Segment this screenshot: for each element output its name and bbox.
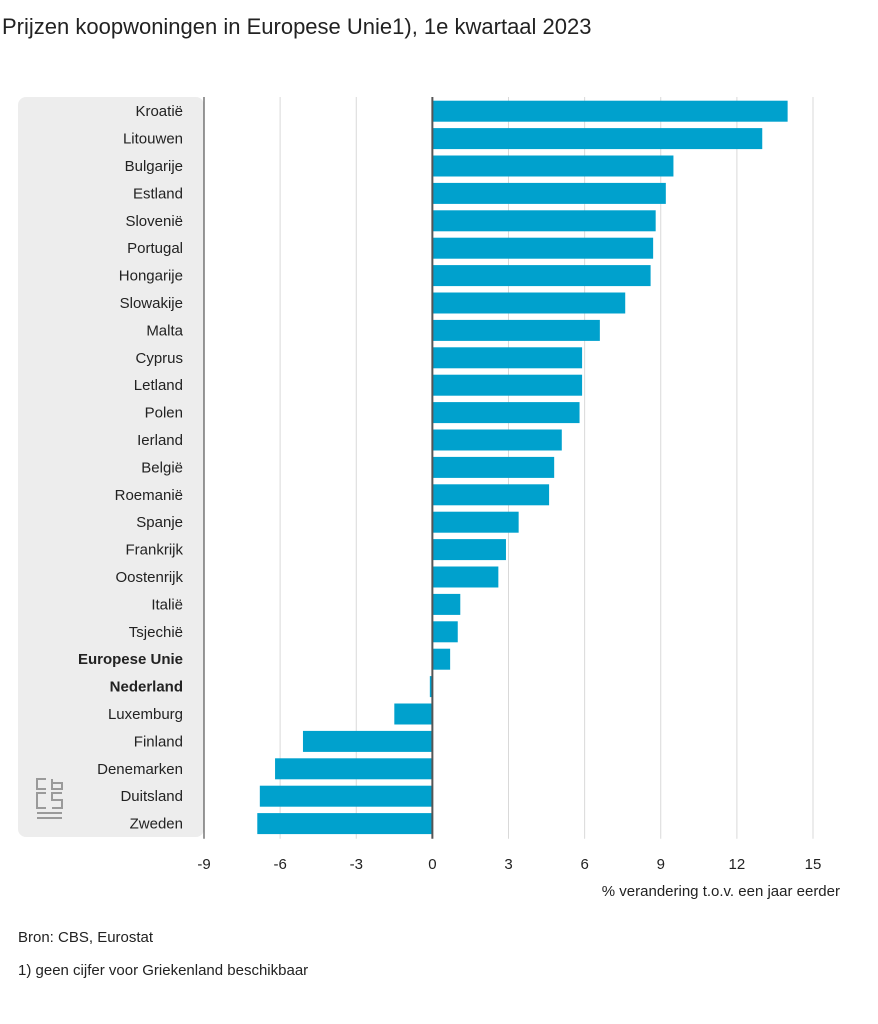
footnote: 1) geen cijfer voor Griekenland beschikb… — [18, 962, 309, 979]
category-label: Portugal — [127, 240, 183, 257]
bar — [432, 319, 600, 341]
bars — [257, 100, 788, 835]
category-label: Estland — [133, 185, 183, 202]
category-label: Duitsland — [120, 788, 183, 805]
bar — [432, 347, 583, 369]
cbs-logo-icon — [36, 778, 63, 819]
category-label: Slowakije — [120, 295, 183, 312]
bar — [432, 648, 451, 670]
bar — [432, 210, 656, 232]
bar — [259, 785, 433, 807]
bar — [432, 429, 562, 451]
category-label: Tsjechië — [129, 624, 183, 641]
bar — [432, 265, 651, 287]
category-label: Hongarije — [119, 268, 183, 285]
bar — [432, 621, 458, 643]
category-label: Europese Unie — [78, 651, 183, 668]
bar — [432, 374, 583, 396]
category-label: Polen — [145, 405, 183, 422]
x-tick-label: 15 — [805, 856, 822, 873]
chart-title: Prijzen koopwoningen in Europese Unie1),… — [2, 14, 592, 39]
bar — [432, 539, 506, 561]
bar — [432, 237, 654, 259]
category-label: Bulgarije — [125, 158, 183, 175]
bar — [275, 758, 433, 780]
category-label: België — [141, 459, 183, 476]
x-tick-label: 3 — [504, 856, 512, 873]
x-tick-label: 0 — [428, 856, 436, 873]
x-tick-label: 9 — [657, 856, 665, 873]
category-label: Malta — [146, 322, 183, 339]
bar — [432, 182, 666, 204]
category-label: Cyprus — [135, 350, 183, 367]
x-tick-labels: -9 -6 -3 0 3 6 9 12 15 — [197, 856, 821, 873]
category-label: Denemarken — [97, 761, 183, 778]
bar — [432, 100, 788, 122]
bar — [302, 730, 433, 752]
x-axis-label: % verandering t.o.v. een jaar eerder — [602, 883, 840, 900]
category-label: Litouwen — [123, 131, 183, 148]
category-label: Oostenrijk — [115, 569, 183, 586]
category-labels: Kroatië Litouwen Bulgarije Estland Slovenië P… — [78, 103, 184, 832]
bar — [394, 703, 433, 725]
source-note: Bron: CBS, Eurostat — [18, 929, 154, 946]
x-tick-label: -6 — [273, 856, 286, 873]
bar — [432, 566, 499, 588]
category-label: Ierland — [137, 432, 183, 449]
bar — [432, 456, 555, 478]
category-label: Zweden — [130, 816, 183, 833]
category-label: Italië — [151, 596, 183, 613]
bar — [432, 402, 580, 424]
x-tick-label: -3 — [350, 856, 363, 873]
category-label: Nederland — [110, 679, 183, 696]
category-label: Slovenië — [125, 213, 183, 230]
category-label: Spanje — [136, 514, 183, 531]
category-label: Letland — [134, 377, 183, 394]
category-label-panel — [18, 97, 204, 837]
category-label: Finland — [134, 733, 183, 750]
category-label: Luxemburg — [108, 706, 183, 723]
bar — [432, 155, 674, 177]
bar — [432, 292, 626, 314]
bar — [432, 511, 519, 533]
category-label: Roemanië — [115, 487, 183, 504]
bar — [432, 128, 763, 150]
axes — [203, 97, 434, 839]
bar — [432, 484, 550, 506]
bar — [432, 593, 461, 615]
bar-chart: Kroatië Litouwen Bulgarije Estland Slovenië P… — [78, 97, 840, 900]
bar — [257, 813, 433, 835]
x-tick-label: 6 — [580, 856, 588, 873]
bar — [429, 676, 433, 698]
category-label: Kroatië — [135, 103, 183, 120]
x-tick-label: 12 — [729, 856, 746, 873]
x-tick-label: -9 — [197, 856, 210, 873]
category-label: Frankrijk — [125, 542, 183, 559]
